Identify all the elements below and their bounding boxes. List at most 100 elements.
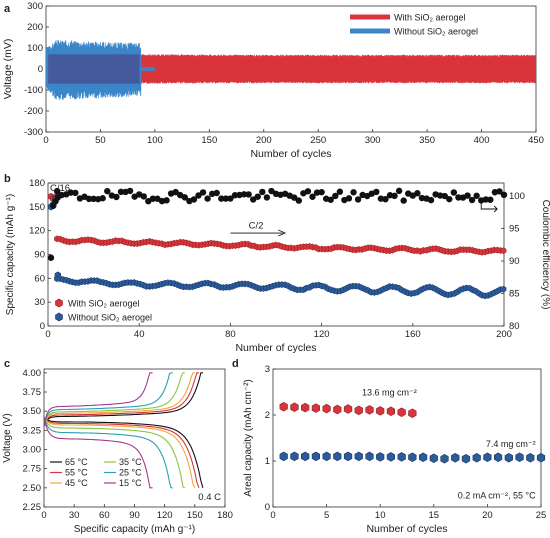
data-point-ce [427,196,435,204]
discharge-curve [44,416,196,489]
y2-tick-label: 85 [509,289,520,300]
data-point-blue [343,451,353,462]
data-point-red [300,402,310,413]
x-tick-label: 20 [482,510,493,521]
y-axis-label: Voltage (V) [2,413,13,462]
data-point-blue [440,453,449,464]
y-axis-label: Specific capacity (mAh g⁻¹) [5,194,16,315]
plot-area [46,39,536,101]
y-tick-label: 150 [29,202,45,213]
y-tick-label: 0 [38,64,43,75]
data-point-blue [279,451,288,462]
data-point-ce [90,195,97,203]
data-point-ce [104,187,111,195]
data-point-red [397,407,406,417]
data-point-blue [500,285,507,293]
x-tick-label: 0 [45,329,50,340]
overlap-band [48,54,140,84]
data-point-blue [290,451,299,462]
y-tick-label: 0 [40,321,45,332]
data-point-ce [113,193,120,201]
data-point-ce [354,196,362,203]
data-point-blue [365,451,374,462]
x-tick-label: 450 [528,135,544,146]
data-point-ce [99,195,106,202]
data-point-ce [263,194,271,201]
data-point-blue [376,452,385,462]
x-axis-label: Specific capacity (mAh g⁻¹) [74,524,195,535]
data-point-ce [345,195,353,202]
y-tick-label: 180 [29,178,45,189]
y-tick-label: 4.00 [23,368,42,379]
x-axis-label: Number of cycles [250,148,331,160]
panel-letter: a [4,3,11,15]
x-tick-label: 25 [536,510,547,521]
panel-d: d 0 5 10 15 20 25 0 1 2 3 13.6 mg cm⁻² 7.4 mg cm⁻² 0.… [232,358,546,535]
data-point-ce [245,191,252,198]
y-axis-label: Areal capacity (mAh cm⁻²) [243,379,254,497]
y-tick-label: 100 [27,43,43,54]
data-point-blue [397,452,406,462]
y-tick-label: 90 [34,250,45,261]
data-point-ce [231,192,239,199]
legend-label: 25 °C [119,468,142,478]
data-point-ce [163,197,170,204]
y-axis-label: Voltage (mV) [2,39,14,100]
data-point-red [365,405,374,415]
data-point-ce [414,190,421,197]
panel-letter: d [232,358,239,370]
x-axis-label: Number of cycles [235,342,316,354]
data-point-ce [450,189,458,196]
data-point-ce [373,188,380,196]
data-point-red [500,247,507,255]
y-tick-label: 3 [265,364,270,375]
data-point-ce [318,188,325,196]
panel-letter: c [4,358,10,370]
data-point-red [322,403,331,414]
data-point-ce [149,195,157,202]
blue-tail [139,66,155,72]
y-tick-label: 2 [265,410,270,421]
data-point-ce [126,187,134,195]
data-point-ce [199,189,207,196]
data-point-ce [350,189,357,196]
x-axis-label: Number of cycles [366,523,447,535]
x-tick-label: 150 [201,135,217,146]
y-tick-label: -200 [24,106,43,117]
y-tick-label: -300 [24,127,43,138]
data-point-blue [408,452,417,463]
legend-label: Without SiO₂ aerogel [394,27,478,37]
x-tick-label: 0 [43,135,48,146]
x-tick-label: 0 [270,510,275,521]
x-tick-label: 250 [310,135,326,146]
data-point-ce [468,196,476,204]
discharge-curve [44,417,173,489]
x-tick-label: 50 [95,135,106,146]
y2-tick-label: 95 [509,224,520,235]
data-point-ce [464,192,471,199]
charge-curve [44,372,199,427]
data-point-ce [172,188,179,196]
legend-label: 15 °C [119,478,142,488]
data-point-ce [496,188,503,195]
data-point-ce [291,194,298,201]
x-tick-label: 10 [375,510,386,521]
x-tick-label: 400 [474,135,490,146]
data-point-ce [473,192,480,199]
x-tick-label: 120 [157,510,173,521]
data-point-ce [254,193,261,200]
y-tick-label: 2.50 [23,483,42,494]
data-point-ce [190,196,198,203]
y-tick-label: -100 [24,85,43,96]
x-tick-label: 200 [496,329,512,340]
legend-label: With SiO₂ aerogel [68,299,140,309]
data-point-ce [455,194,462,201]
data-point-ce [400,197,407,204]
data-point-ce [441,192,448,200]
x-tick-label: 160 [405,329,421,340]
data-point-blue [483,452,492,463]
annotation-loading-low: 7.4 mg cm⁻² [486,439,536,449]
y-tick-label: 120 [29,226,45,237]
data-point-ce [227,195,234,202]
